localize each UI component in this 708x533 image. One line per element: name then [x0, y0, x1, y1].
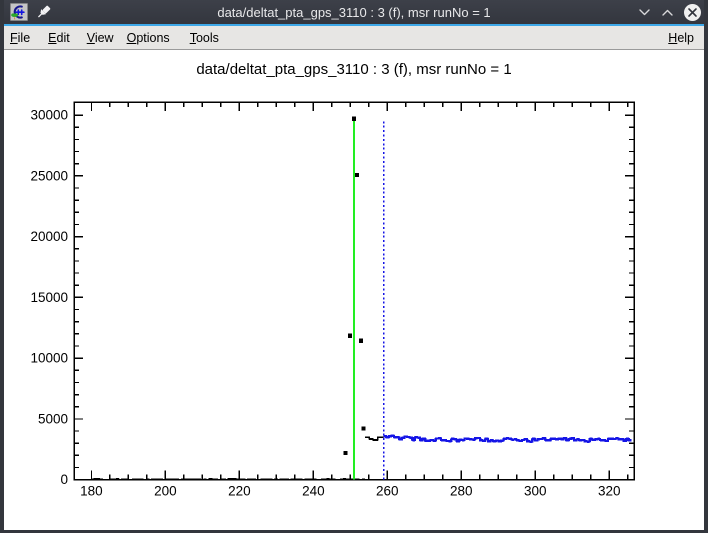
svg-text:320: 320 [598, 484, 621, 499]
svg-text:300: 300 [524, 484, 547, 499]
svg-text:25000: 25000 [30, 168, 68, 183]
svg-text:200: 200 [154, 484, 177, 499]
svg-text:240: 240 [302, 484, 325, 499]
svg-text:180: 180 [80, 484, 103, 499]
svg-text:20000: 20000 [30, 229, 68, 244]
svg-text:10000: 10000 [30, 351, 68, 366]
svg-text:260: 260 [376, 484, 399, 499]
svg-text:30000: 30000 [30, 108, 68, 123]
svg-text:220: 220 [228, 484, 251, 499]
svg-text:15000: 15000 [30, 290, 68, 305]
svg-text:280: 280 [450, 484, 473, 499]
svg-text:0: 0 [60, 472, 68, 487]
svg-text:5000: 5000 [38, 411, 68, 426]
